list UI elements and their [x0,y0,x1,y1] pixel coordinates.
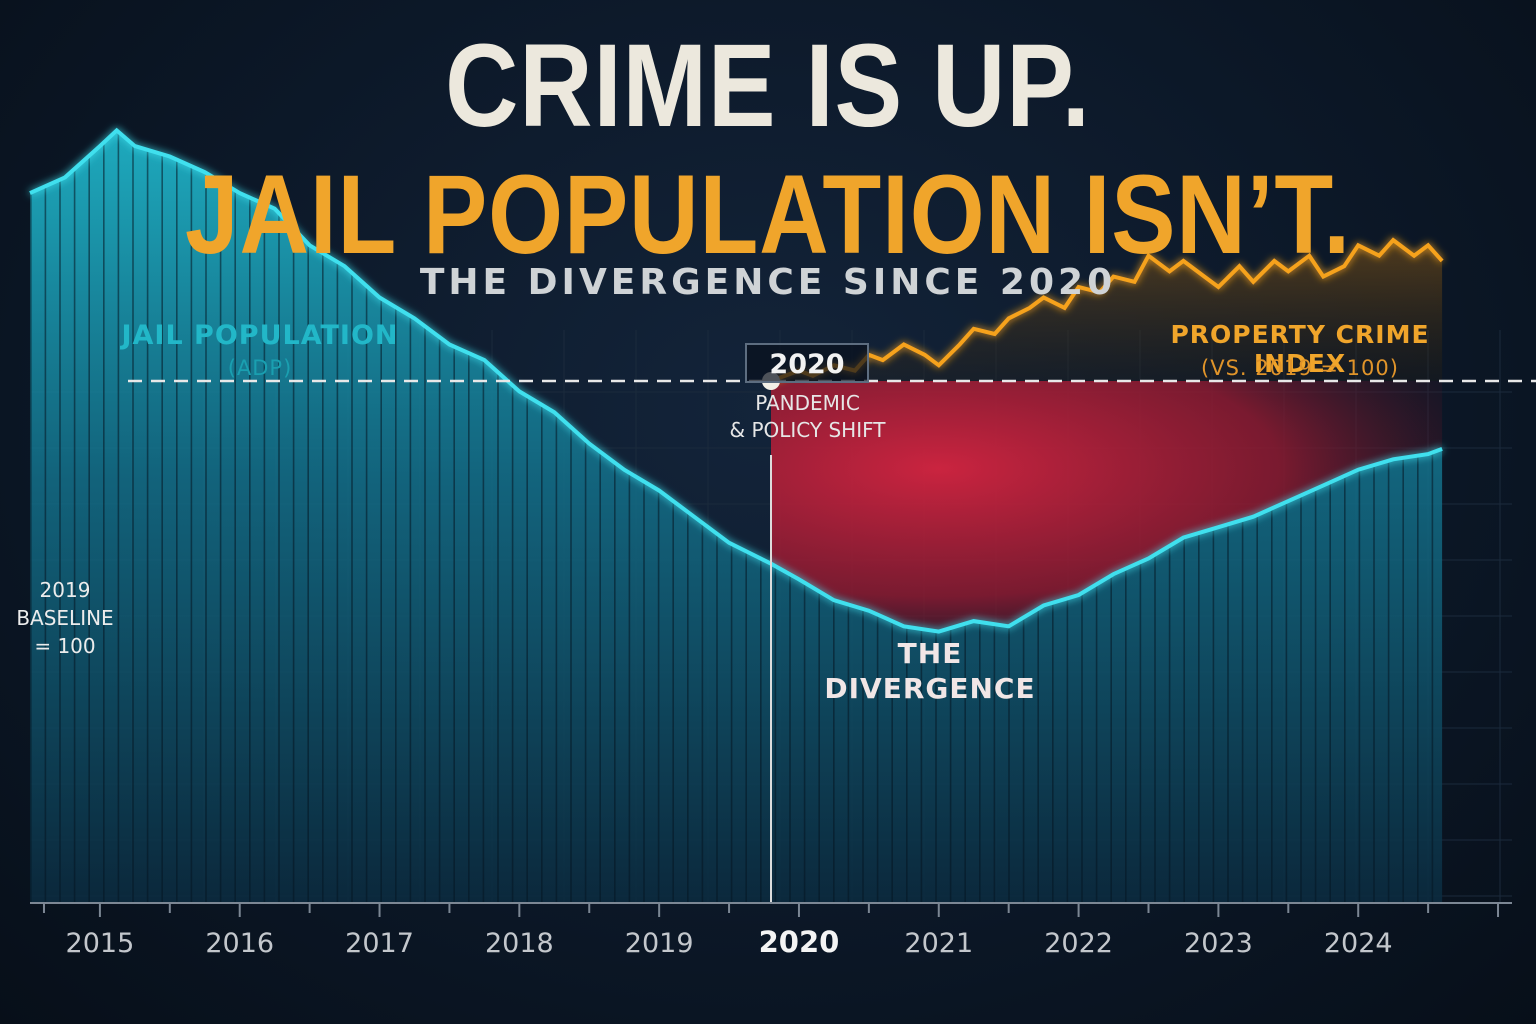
title-line-1: CRIME IS UP. [445,20,1091,152]
x-tick-label: 2018 [485,928,554,959]
x-tick-label: 2017 [345,928,414,959]
x-axis-labels: 2015 2016 2017 2018 2019 2020 2021 2022 2023 2024 [66,925,1393,959]
title-line-2: JAIL POPULATION ISN’T. [185,152,1351,277]
x-tick-label: 2015 [66,928,135,959]
event-label-line-1: PANDEMIC [755,391,860,415]
jail-series-sublabel: (ADP) [227,356,293,380]
crime-series-sublabel: (VS. 2019 = 100) [1201,356,1399,380]
jail-line [29,127,1443,634]
x-tick-label: 2019 [625,928,694,959]
jail-area [30,130,1443,903]
x-tick-label: 2020 [759,925,840,959]
baseline-label-line-1: 2019 [39,578,91,602]
crime-series-label: PROPERTY CRIME INDEX [1170,320,1430,378]
x-tick-label: 2016 [205,928,274,959]
event-label-line-2: & POLICY SHIFT [729,418,886,442]
baseline-label-line-3: = 100 [34,634,96,658]
jail-series-label: JAIL POPULATION [121,320,399,351]
subtitle: THE DIVERGENCE SINCE 2020 [419,262,1117,303]
event-year-box: 2020 [745,343,869,383]
x-tick-label: 2024 [1324,928,1393,959]
crime-line [770,237,1444,383]
crime-area-fill [771,240,1443,381]
x-axis-ticks [42,903,1500,917]
baseline-label-line-2: BASELINE [16,606,114,630]
x-tick-label: 2022 [1044,928,1113,959]
x-tick-label: 2023 [1184,928,1253,959]
divergence-area [771,381,1443,632]
divergence-label-line-2: DIVERGENCE [824,672,1036,705]
x-tick-label: 2021 [904,928,973,959]
divergence-label-line-1: THE [897,637,963,670]
